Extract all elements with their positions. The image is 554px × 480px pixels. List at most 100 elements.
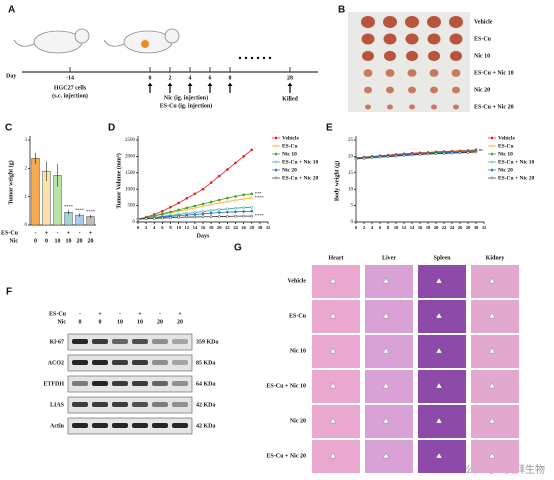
point — [242, 197, 245, 201]
row-cell: 20 — [88, 238, 94, 244]
point — [201, 204, 205, 208]
point — [193, 215, 197, 219]
timeline-label: 2 — [169, 75, 172, 81]
legend-marker — [274, 176, 278, 180]
group-label: Nic 20 — [474, 87, 490, 93]
legend-label: ES-Cu + Nic 10 — [282, 159, 319, 165]
x-tick-label: 4 — [153, 225, 156, 230]
tumor — [451, 69, 461, 77]
band — [132, 423, 148, 428]
band — [92, 423, 108, 428]
point — [474, 150, 478, 154]
tumor — [430, 86, 438, 94]
cell-note: HGC27 cells — [54, 85, 87, 91]
row-label: ES-Cu — [49, 311, 67, 317]
legend-label: Nic 10 — [282, 151, 297, 157]
arrow-head — [187, 83, 193, 86]
tumor — [386, 86, 394, 94]
point — [402, 154, 406, 157]
tumor — [431, 104, 437, 110]
point — [234, 195, 237, 198]
tumor — [361, 33, 375, 45]
column-label: Liver — [382, 255, 396, 261]
band — [72, 423, 88, 428]
point — [185, 215, 189, 219]
point — [242, 214, 245, 218]
point — [217, 208, 221, 211]
point — [193, 204, 197, 208]
tumor-photo — [348, 12, 470, 112]
band — [152, 339, 168, 344]
panel-label: A — [8, 5, 15, 16]
point — [234, 206, 237, 210]
x-tick-label: 2 — [145, 225, 148, 230]
point — [434, 152, 438, 156]
band — [172, 423, 188, 428]
row-cell: - — [57, 230, 59, 236]
point — [234, 210, 237, 214]
band — [72, 339, 88, 344]
protein-label: Ki-67 — [50, 339, 64, 345]
tumor — [453, 104, 459, 110]
marker — [382, 382, 390, 389]
y-tick-label: 1000 — [125, 187, 136, 192]
x-tick-label: 26 — [458, 225, 463, 230]
point — [177, 208, 180, 212]
row-cell: - — [79, 311, 81, 317]
marker — [435, 277, 443, 284]
marker — [382, 347, 390, 354]
y-tick-label: 10 — [348, 187, 354, 192]
x-tick-label: 14 — [193, 225, 198, 230]
marker — [435, 312, 443, 319]
histology-image — [312, 300, 360, 333]
point — [362, 157, 366, 160]
marker — [435, 452, 443, 459]
tumor — [362, 50, 374, 62]
point — [209, 203, 213, 206]
row-cell: 0 — [34, 238, 37, 244]
point — [418, 153, 422, 156]
band — [152, 423, 168, 428]
x-tick-label: 20 — [434, 225, 439, 230]
x-tick-label: 16 — [418, 225, 423, 230]
marker — [329, 277, 337, 284]
marker — [488, 382, 496, 389]
x-tick-label: 32 — [482, 225, 487, 230]
column-label: Spleen — [433, 255, 451, 261]
x-tick-label: 8 — [387, 225, 390, 230]
histology-image — [365, 440, 413, 473]
blot — [67, 354, 193, 372]
tumor — [407, 69, 417, 77]
histology-image — [418, 440, 466, 473]
row-cell: 0 — [99, 319, 102, 325]
panel-label: E — [326, 123, 333, 134]
histology-image — [471, 440, 519, 473]
band — [112, 360, 128, 365]
legend-marker — [274, 144, 278, 148]
marker — [435, 417, 443, 424]
legend-label: ES-Cu — [282, 143, 298, 149]
significance: *** — [255, 191, 263, 196]
marker — [382, 452, 390, 459]
band — [92, 402, 108, 407]
panel-label: D — [108, 123, 115, 134]
tumor — [429, 69, 439, 77]
marker — [435, 347, 443, 354]
timeline-label: 6 — [209, 75, 212, 81]
y-axis-label: Tumor weight (g) — [7, 160, 14, 204]
x-tick-label: 26 — [241, 225, 246, 230]
point — [226, 200, 229, 204]
point — [169, 216, 172, 220]
legend-marker — [274, 160, 278, 164]
point — [185, 197, 189, 200]
tumor — [361, 16, 375, 28]
point — [136, 217, 140, 221]
point — [442, 152, 446, 155]
x-tick-label: 28 — [466, 225, 471, 230]
group-label: Nic 10 — [474, 53, 490, 59]
significance: **** — [64, 204, 74, 209]
tumor — [406, 50, 418, 62]
x-tick-label: 12 — [184, 225, 189, 230]
series-line — [355, 151, 477, 159]
point — [250, 148, 254, 152]
